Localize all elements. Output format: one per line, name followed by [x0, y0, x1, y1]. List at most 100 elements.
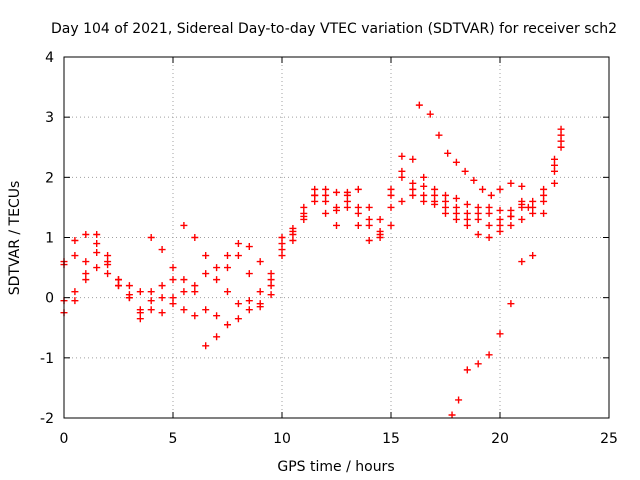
data-point — [365, 221, 373, 229]
data-point — [322, 197, 330, 205]
data-point — [147, 234, 155, 241]
data-point — [191, 282, 199, 290]
data-point — [180, 288, 188, 296]
data-point — [463, 366, 471, 374]
x-tick-label: 15 — [382, 431, 400, 447]
data-point — [442, 209, 449, 217]
data-point — [420, 182, 428, 190]
data-point — [463, 200, 471, 208]
data-point — [398, 152, 406, 160]
data-point — [496, 221, 504, 229]
x-tick-label: 0 — [60, 431, 69, 447]
data-point — [485, 234, 493, 241]
data-point — [387, 221, 395, 229]
data-point — [322, 209, 330, 217]
data-point — [540, 197, 548, 205]
data-point — [245, 243, 253, 251]
data-point — [93, 240, 101, 248]
data-point — [136, 288, 144, 296]
data-point — [289, 230, 297, 238]
data-point — [376, 215, 384, 223]
data-point — [540, 185, 548, 193]
data-point — [256, 288, 264, 296]
data-point — [474, 209, 482, 217]
data-point — [551, 161, 558, 169]
data-point — [387, 203, 395, 211]
data-point — [256, 258, 264, 266]
data-point — [333, 221, 340, 229]
series-3 — [60, 143, 565, 320]
series-2 — [60, 131, 565, 314]
data-point — [104, 258, 112, 266]
data-point — [479, 185, 487, 193]
series-1 — [60, 137, 565, 350]
x-axis-label: GPS time / hours — [277, 459, 394, 475]
data-point — [82, 258, 90, 266]
x-tick-label: 25 — [600, 431, 618, 447]
data-point — [147, 288, 155, 296]
data-point — [557, 131, 565, 139]
data-point — [365, 215, 373, 223]
y-tick-label: -2 — [40, 411, 54, 427]
data-point — [343, 203, 351, 211]
data-point — [147, 306, 155, 314]
data-point — [507, 212, 515, 220]
data-point — [115, 276, 122, 284]
data-point — [398, 173, 406, 181]
data-point — [474, 360, 482, 368]
data-point — [104, 252, 112, 260]
data-point — [540, 209, 548, 217]
data-point — [191, 234, 199, 241]
data-point — [93, 230, 101, 238]
data-point — [415, 101, 423, 109]
y-axis-ticks: -2 -1 0 1 2 3 4 — [40, 50, 609, 427]
data-point — [496, 330, 504, 338]
data-point — [322, 185, 330, 193]
data-point — [267, 282, 275, 290]
data-point — [202, 342, 210, 350]
data-point — [213, 312, 221, 320]
data-point — [470, 176, 478, 184]
data-point — [180, 221, 188, 229]
data-point — [518, 182, 526, 190]
data-point — [409, 155, 417, 163]
data-point — [557, 143, 565, 151]
data-point — [420, 173, 428, 181]
data-point — [557, 125, 565, 133]
data-point — [387, 185, 395, 193]
data-point — [180, 276, 188, 284]
data-point — [507, 206, 515, 214]
data-point — [540, 191, 548, 199]
data-point — [311, 185, 319, 193]
data-point — [202, 270, 210, 278]
data-point — [71, 252, 79, 260]
data-point — [487, 191, 495, 199]
data-point — [461, 167, 469, 175]
data-point — [354, 221, 362, 229]
y-tick-label: 4 — [45, 50, 54, 66]
data-point — [524, 203, 532, 211]
data-point — [420, 191, 428, 199]
data-point — [256, 303, 264, 311]
data-point — [278, 252, 286, 260]
data-point — [169, 294, 177, 302]
data-point — [234, 240, 242, 248]
data-point — [474, 203, 482, 211]
data-point — [354, 203, 362, 211]
data-point — [529, 252, 537, 260]
data-point — [267, 276, 275, 284]
data-point — [267, 270, 275, 278]
data-point — [93, 264, 101, 272]
data-point — [169, 300, 177, 308]
chart-title: Day 104 of 2021, Sidereal Day-to-day VTE… — [51, 21, 617, 37]
data-point — [485, 203, 493, 211]
data-point — [365, 203, 373, 211]
data-point — [300, 212, 308, 220]
x-tick-label: 20 — [491, 431, 509, 447]
data-point — [409, 191, 417, 199]
data-point — [180, 306, 188, 314]
data-point — [158, 246, 166, 254]
data-point — [202, 306, 210, 314]
data-point — [278, 234, 286, 241]
